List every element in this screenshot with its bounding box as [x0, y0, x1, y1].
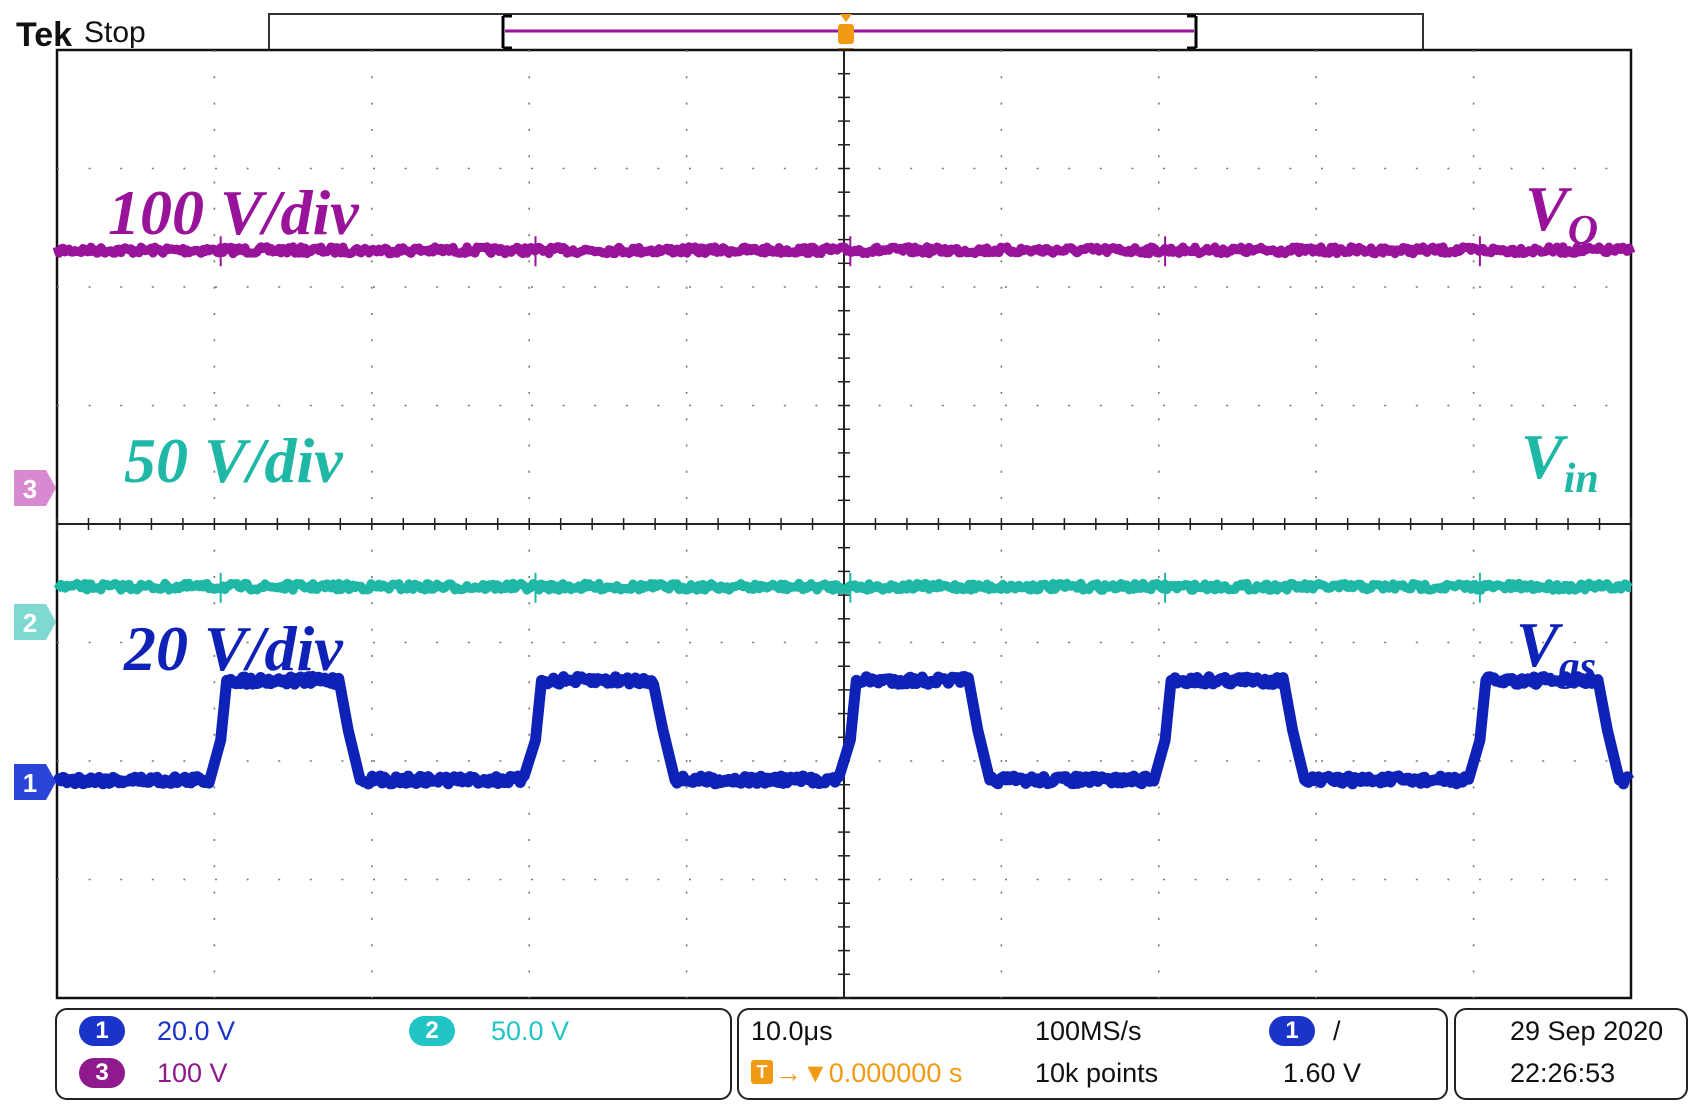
trigger-position-readout: →▼0.000000 s — [775, 1058, 963, 1088]
sample-rate-readout: 100MS/s — [1035, 1016, 1142, 1046]
trigger-source-badge: 1 — [1269, 1016, 1315, 1046]
ch3-scale-readout: 100 V — [157, 1058, 228, 1088]
trigger-level-readout: 1.60 V — [1283, 1058, 1362, 1088]
graticule — [55, 48, 1633, 1000]
acquisition-panel[interactable]: 10.0μs T →▼0.000000 s 100MS/s 10k points… — [737, 1008, 1448, 1100]
ch2-signal-symbol: V — [1521, 421, 1569, 492]
channel-2-marker-label: 2 — [23, 608, 37, 638]
ch1-signal-subscript: gs — [1558, 644, 1596, 690]
channel-settings-panel[interactable]: 1 20.0 V 2 50.0 V 3 100 V — [55, 1008, 732, 1100]
date-readout: 29 Sep 2020 — [1510, 1016, 1664, 1046]
ch1-scale-label: 20 V/div — [123, 613, 343, 684]
ch3-scale-label: 100 V/div — [108, 177, 359, 248]
ch2-signal-label: Vin — [1521, 421, 1599, 502]
ch2-scale-label: 50 V/div — [124, 425, 343, 496]
ch1-signal-symbol: V — [1516, 609, 1564, 680]
ch1-signal-label: Vgs — [1516, 609, 1596, 690]
record-length-readout: 10k points — [1035, 1058, 1159, 1088]
time-readout: 22:26:53 — [1510, 1058, 1616, 1088]
trace-v-in — [53, 578, 1634, 595]
ch3-signal-subscript: O — [1568, 208, 1598, 254]
trigger-position-badge: T — [751, 1060, 773, 1084]
ch3-signal-symbol: V — [1525, 173, 1573, 244]
brand-logo: Tek — [16, 16, 72, 54]
channel-1-marker-label: 1 — [23, 768, 37, 798]
ch2-signal-subscript: in — [1564, 456, 1599, 502]
ch3-signal-label: VO — [1525, 173, 1598, 254]
channel-1-marker[interactable]: 1 — [14, 764, 56, 800]
datetime-panel: 29 Sep 2020 22:26:53 — [1454, 1008, 1688, 1100]
trace-v-o — [52, 242, 1636, 259]
ch1-scale-readout: 20.0 V — [157, 1016, 236, 1046]
channel-3-marker-label: 3 — [23, 474, 37, 504]
trace-layer — [52, 236, 1636, 790]
ch3-badge: 3 — [79, 1058, 125, 1088]
ch1-badge: 1 — [79, 1016, 125, 1046]
ch2-badge: 2 — [409, 1016, 455, 1046]
acquisition-state: Stop — [84, 16, 146, 49]
channel-2-marker[interactable]: 2 — [14, 604, 56, 640]
trace-v-gs — [52, 670, 1635, 790]
channel-3-marker[interactable]: 3 — [14, 470, 56, 506]
timebase-readout: 10.0μs — [751, 1016, 833, 1046]
ch2-scale-readout: 50.0 V — [491, 1016, 570, 1046]
trigger-slope-icon: / — [1333, 1016, 1341, 1046]
